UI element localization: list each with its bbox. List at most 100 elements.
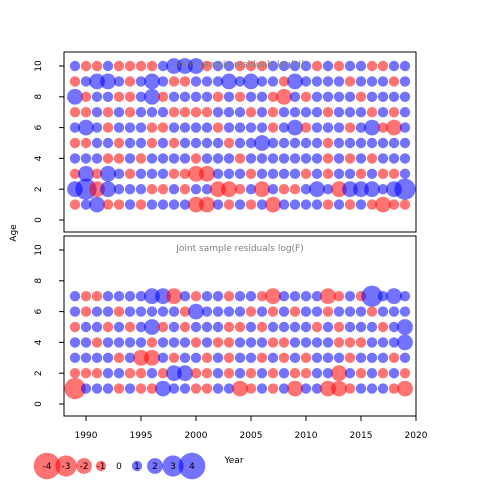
residual-bubble bbox=[300, 306, 312, 317]
residual-bubble bbox=[256, 368, 268, 379]
residual-bubble bbox=[245, 383, 257, 394]
x-tick-label: 2005 bbox=[240, 431, 263, 441]
residual-bubble bbox=[331, 380, 347, 397]
residual-bubble bbox=[199, 196, 215, 213]
residual-bubble bbox=[157, 137, 169, 149]
residual-bubble bbox=[179, 184, 191, 195]
x-tick-label: 2010 bbox=[295, 431, 318, 441]
residual-bubble bbox=[377, 321, 389, 333]
residual-bubble bbox=[234, 306, 246, 317]
residual-bubble bbox=[91, 137, 103, 149]
residual-bubble bbox=[144, 349, 160, 366]
residual-bubble bbox=[91, 352, 103, 363]
residual-bubble bbox=[289, 184, 301, 195]
residual-bubble bbox=[355, 306, 367, 317]
residual-bubble bbox=[289, 91, 301, 103]
residual-bubble bbox=[322, 199, 334, 210]
residual-bubble bbox=[399, 306, 411, 317]
residual-bubble bbox=[377, 153, 389, 164]
residual-bubble bbox=[234, 337, 246, 348]
residual-bubble bbox=[322, 352, 334, 363]
residual-bubble bbox=[311, 168, 323, 179]
residual-bubble bbox=[157, 321, 169, 333]
residual-bubble bbox=[256, 107, 268, 118]
residual-bubble bbox=[300, 352, 312, 363]
residual-bubble bbox=[289, 168, 301, 179]
residual-bubble bbox=[333, 306, 345, 317]
residual-bubble bbox=[146, 168, 158, 179]
residual-bubble bbox=[232, 380, 248, 397]
residual-bubble bbox=[80, 199, 92, 210]
legend-label: -4 bbox=[43, 462, 52, 472]
y-tick-label: 10 bbox=[34, 60, 44, 72]
residual-bubble bbox=[267, 368, 279, 379]
residual-bubble bbox=[254, 181, 270, 198]
residual-bubble bbox=[201, 184, 213, 195]
residual-bubble bbox=[102, 291, 114, 302]
residual-bubble bbox=[375, 196, 391, 213]
plot-frame bbox=[63, 235, 417, 417]
residual-bubble bbox=[168, 153, 180, 164]
residual-bubble bbox=[399, 76, 411, 87]
residual-bubble bbox=[256, 168, 268, 179]
residual-bubble bbox=[333, 352, 345, 363]
y-tick-label: 10 bbox=[34, 244, 44, 256]
residual-bubble bbox=[388, 321, 400, 333]
residual-bubble bbox=[267, 137, 279, 149]
residual-bubble bbox=[300, 337, 312, 348]
residual-bubble bbox=[300, 368, 312, 379]
residual-bubble bbox=[399, 291, 411, 302]
residual-bubble bbox=[223, 91, 235, 103]
residual-bubble bbox=[344, 76, 356, 87]
residual-bubble bbox=[179, 306, 191, 317]
residual-bubble bbox=[377, 76, 389, 87]
residual-bubble bbox=[311, 306, 323, 317]
residual-bubble bbox=[212, 199, 224, 210]
residual-bubble bbox=[333, 122, 345, 133]
residual-bubble bbox=[80, 368, 92, 379]
residual-bubble bbox=[366, 383, 378, 394]
residual-bubble bbox=[201, 107, 213, 118]
residual-bubble bbox=[320, 380, 336, 397]
residual-bubble bbox=[80, 76, 92, 87]
residual-bubble bbox=[80, 383, 92, 394]
residual-bubble bbox=[124, 60, 136, 72]
residual-bubble bbox=[201, 60, 213, 72]
residual-bubble bbox=[278, 107, 290, 118]
residual-bubble bbox=[289, 337, 301, 348]
residual-bubble bbox=[124, 291, 136, 302]
residual-bubble bbox=[267, 337, 279, 348]
residual-bubble bbox=[234, 291, 246, 302]
residual-bubble bbox=[157, 184, 169, 195]
residual-bubble bbox=[234, 352, 246, 363]
residual-bubble bbox=[278, 137, 290, 149]
residual-bubble bbox=[69, 291, 81, 302]
residual-bubble bbox=[221, 181, 237, 198]
residual-bubble bbox=[245, 153, 257, 164]
residual-bubble bbox=[89, 73, 105, 90]
residual-bubble bbox=[91, 168, 103, 179]
residual-bubble bbox=[124, 153, 136, 164]
legend-bubble bbox=[178, 452, 206, 480]
residual-bubble bbox=[278, 321, 290, 333]
residual-bubble bbox=[366, 337, 378, 348]
residual-bubble bbox=[124, 199, 136, 210]
residual-bubble bbox=[157, 337, 169, 348]
residual-bubble bbox=[344, 337, 356, 348]
residual-bubble bbox=[366, 91, 378, 103]
residual-bubble bbox=[179, 337, 191, 348]
residual-bubble bbox=[331, 365, 347, 382]
legend-label: 0 bbox=[116, 462, 122, 472]
residual-bubble bbox=[397, 334, 413, 351]
residual-bubble bbox=[80, 153, 92, 164]
residual-bubble bbox=[91, 153, 103, 164]
x-tick-label: 2015 bbox=[350, 431, 373, 441]
residual-bubble bbox=[223, 352, 235, 363]
residual-bubble bbox=[124, 107, 136, 118]
residual-bubble bbox=[234, 137, 246, 149]
residual-bubble bbox=[322, 91, 334, 103]
residual-bubble bbox=[265, 196, 281, 213]
residual-bubble bbox=[278, 306, 290, 317]
residual-bubble bbox=[223, 291, 235, 302]
residual-bubble bbox=[331, 181, 347, 198]
